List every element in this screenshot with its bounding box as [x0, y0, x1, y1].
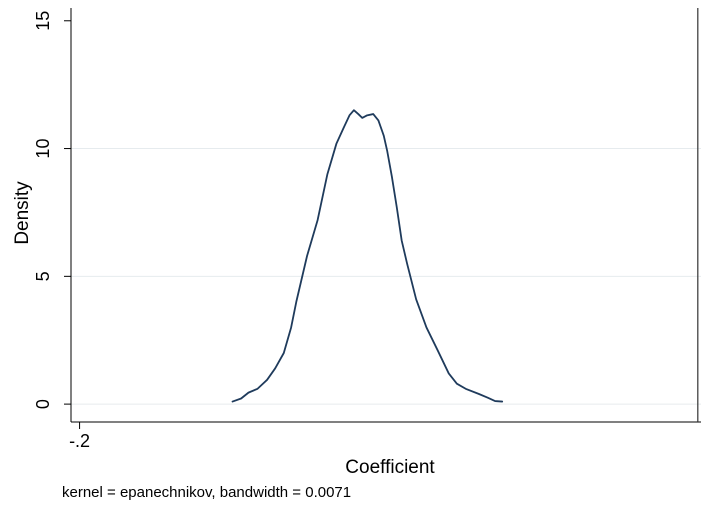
series	[231, 109, 504, 403]
y-tick-label: 0	[33, 399, 53, 409]
y-tick-label: 5	[33, 271, 53, 281]
y-tick-label: 10	[33, 139, 53, 159]
axes	[70, 8, 701, 423]
x-tick-label: -.2	[69, 431, 90, 451]
density-curve	[231, 109, 504, 403]
x-axis-label: Coefficient	[345, 457, 435, 478]
kernel-note: kernel = epanechnikov, bandwidth = 0.007…	[62, 484, 351, 501]
y-axis-label: Density	[12, 181, 33, 245]
y-tick-label: 15	[33, 11, 53, 31]
ticks: 0 5 10 15 -.2	[33, 11, 90, 451]
gridlines	[71, 148, 701, 405]
